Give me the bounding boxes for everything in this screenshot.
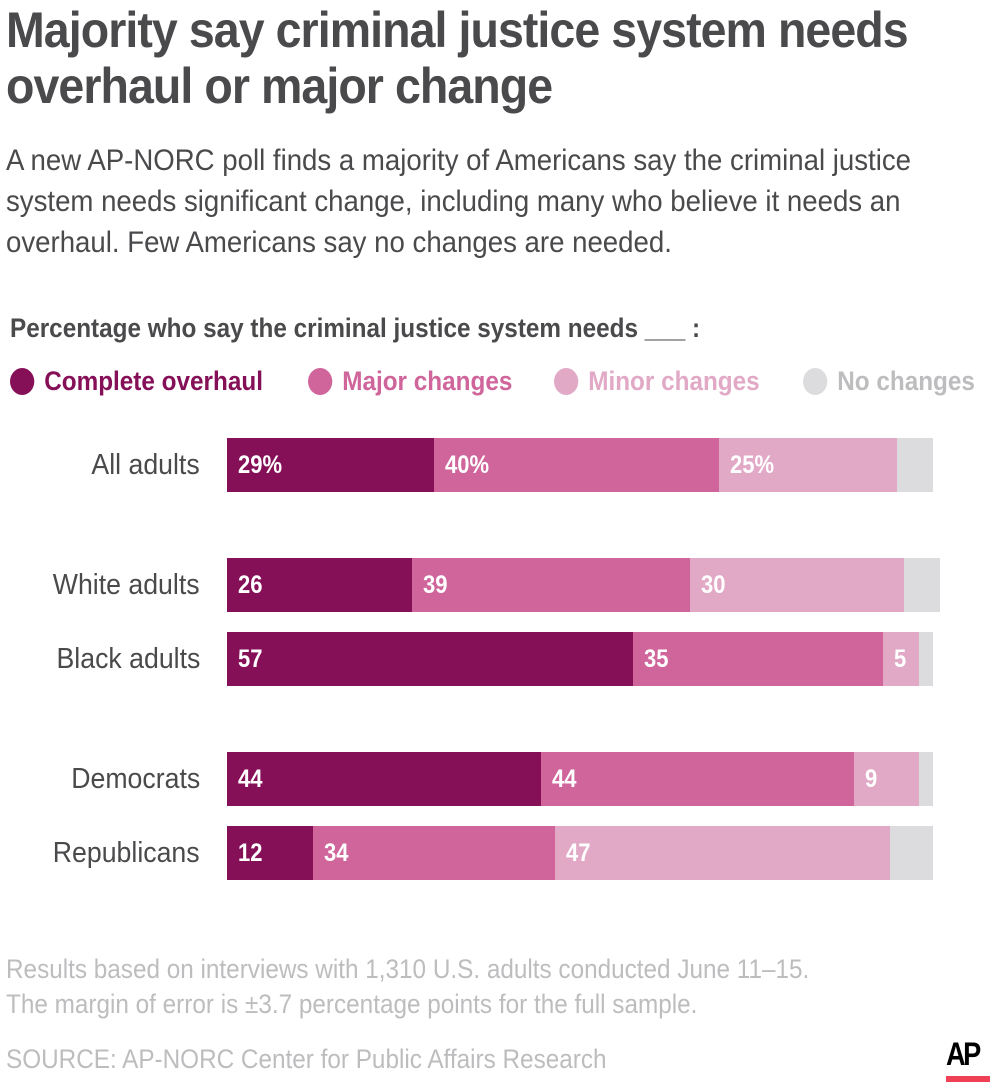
data-label: 57 — [238, 645, 263, 673]
bar-segment-complete-overhaul — [227, 632, 634, 686]
legend-dot-icon — [308, 368, 333, 395]
data-label: 44 — [551, 765, 577, 793]
legend-label: No changes — [837, 366, 975, 396]
data-label: 25% — [729, 451, 775, 479]
data-label: 9 — [865, 765, 878, 793]
bar-segment-no-changes — [918, 632, 933, 686]
bar-segment-major-changes — [412, 558, 691, 612]
legend-item-major-changes: Major changes — [308, 366, 512, 397]
bar-segment-major-changes — [540, 752, 855, 806]
bar-segment-complete-overhaul — [227, 826, 313, 880]
legend-label: Complete overhaul — [44, 366, 263, 396]
legend-label: Minor changes — [588, 366, 760, 396]
bar-segment-no-changes — [897, 438, 933, 492]
chart-title: Majority say criminal justice system nee… — [6, 2, 909, 114]
methodology-note: Results based on interviews with 1,310 U… — [6, 952, 809, 1022]
bar-segment-major-changes — [633, 632, 883, 686]
source-credit: SOURCE: AP-NORC Center for Public Affair… — [6, 1044, 607, 1074]
bar-segment-minor-changes — [718, 438, 898, 492]
bar-segment-complete-overhaul — [227, 558, 413, 612]
bar-segment-no-changes — [904, 558, 940, 612]
data-label: 29% — [238, 451, 283, 479]
legend-item-complete-overhaul: Complete overhaul — [10, 366, 263, 397]
bar-segment-minor-changes — [854, 752, 919, 806]
category-label: Republicans — [53, 837, 200, 869]
note-line-1: Results based on interviews with 1,310 U… — [6, 954, 810, 984]
data-label: 26 — [238, 571, 263, 599]
bar-segment-no-changes — [890, 826, 933, 880]
legend: Complete overhaul Major changes Minor ch… — [10, 366, 1000, 400]
bar-segment-no-changes — [918, 752, 933, 806]
category-label: White adults — [53, 569, 200, 601]
category-label: Democrats — [71, 763, 200, 795]
question-label: Percentage who say the criminal justice … — [10, 313, 701, 343]
bar-segment-major-changes — [433, 438, 719, 492]
bar-segment-complete-overhaul — [227, 752, 541, 806]
data-label: 5 — [893, 645, 907, 673]
chart-subtitle: A new AP-NORC poll finds a majority of A… — [6, 144, 912, 259]
data-label: 47 — [565, 839, 591, 867]
data-label: 44 — [238, 765, 263, 793]
legend-dot-icon — [803, 368, 828, 395]
data-label: 40% — [444, 451, 489, 479]
data-label: 35 — [644, 645, 669, 673]
legend-dot-icon — [554, 368, 579, 395]
legend-item-no-changes: No changes — [803, 366, 975, 397]
note-line-2: The margin of error is ±3.7 percentage p… — [6, 989, 698, 1019]
bar-segment-minor-changes — [690, 558, 905, 612]
data-label: 34 — [323, 839, 349, 867]
data-label: 30 — [701, 571, 726, 599]
bar-segment-minor-changes — [882, 632, 919, 686]
bar-segment-complete-overhaul — [227, 438, 434, 492]
data-label: 39 — [423, 571, 448, 599]
ap-logo-underline — [946, 1076, 990, 1082]
category-label: All adults — [91, 449, 200, 481]
bar-segment-major-changes — [312, 826, 555, 880]
category-label: Black adults — [56, 643, 200, 675]
legend-label: Major changes — [342, 366, 513, 396]
legend-item-minor-changes: Minor changes — [554, 366, 760, 397]
data-label: 12 — [238, 839, 263, 867]
bar-segment-minor-changes — [554, 826, 891, 880]
legend-dot-icon — [10, 368, 35, 395]
ap-logo: AP — [946, 1036, 981, 1072]
